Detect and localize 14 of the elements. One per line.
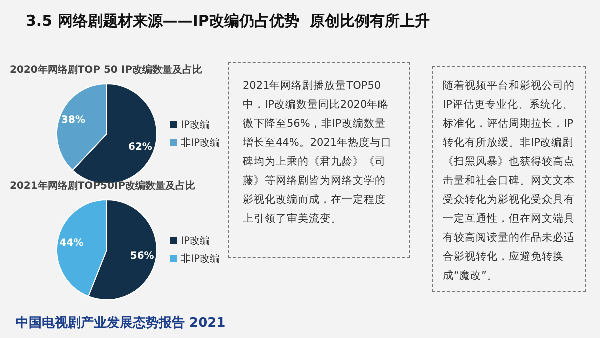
text: 中国电视剧产业发展态势报告 2021 <box>16 314 226 332</box>
text: 随着视频平台和影视公司的IP评估更专业化、系统化、标准化，评估周期拉长，IP转化有所放缓。非IP改编剧《扫黑风暴》也获得较高点击量和社会口碑。网文文本受众转化为影视化受众具有一定互通性，但在网文端具有较高阅读量的作品未必适合影视转化，应避免转换成“魔改”。 <box>443 80 575 282</box>
chart-title: 2021年网络剧TOP50IP改编数量及占比 <box>10 180 196 194</box>
data-label: 44% <box>60 238 84 249</box>
legend-label: IP改编 <box>181 236 210 247</box>
text: 3.5 网络剧题材来源——IP改编仍占优势 原创比例有所上升 <box>26 12 430 31</box>
text: 2021年网络剧播放量TOP50中，IP改编数量同比2020年略微下降至56%，非IP改编数量增长至44%。2021年热度与口碑均为上乘的《君九龄》《司藤》等网络剧皆为网络文学的影视化改编而成，在一定程度上引领了审美流变。 <box>228 62 410 258</box>
chart-title: 2020年网络剧TOP 50 IP改编数量及占比 <box>10 64 204 78</box>
data-label: 56% <box>130 251 154 262</box>
legend-label: 非IP改编 <box>181 138 220 149</box>
legend-label: IP改编 <box>181 120 210 131</box>
data-label: 38% <box>62 115 86 126</box>
data-label: 62% <box>128 142 152 153</box>
legend-label: 非IP改编 <box>181 254 220 265</box>
